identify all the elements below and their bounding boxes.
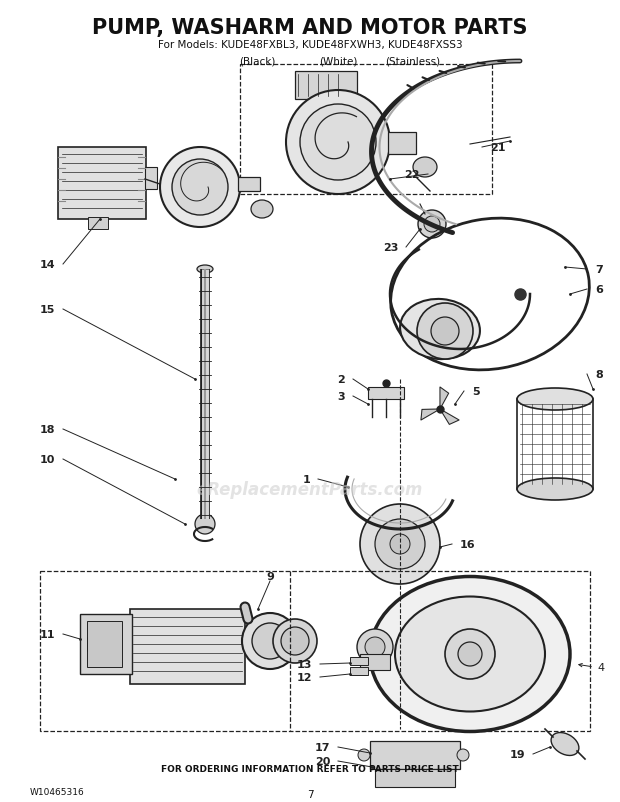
- Ellipse shape: [197, 265, 213, 273]
- Text: 14: 14: [40, 260, 55, 269]
- Polygon shape: [421, 410, 440, 420]
- Ellipse shape: [395, 597, 545, 711]
- Text: 20: 20: [314, 756, 330, 766]
- Text: 23: 23: [383, 243, 398, 253]
- Bar: [388, 133, 416, 155]
- Text: FOR ORDERING INFORMATION REFER TO PARTS PRICE LIST: FOR ORDERING INFORMATION REFER TO PARTS …: [161, 764, 459, 773]
- Circle shape: [273, 619, 317, 663]
- Circle shape: [281, 627, 309, 655]
- Ellipse shape: [413, 158, 437, 178]
- Text: 10: 10: [40, 455, 55, 464]
- Text: 22: 22: [404, 170, 420, 180]
- Bar: [80, 614, 132, 674]
- Text: For Models: KUDE48FXBL3, KUDE48FXWH3, KUDE48FXSS3: For Models: KUDE48FXBL3, KUDE48FXWH3, KU…: [157, 40, 463, 50]
- FancyBboxPatch shape: [130, 610, 245, 684]
- Text: 9: 9: [266, 571, 274, 581]
- Text: 11: 11: [40, 630, 55, 639]
- Bar: [145, 168, 157, 190]
- Circle shape: [390, 534, 410, 554]
- Circle shape: [300, 105, 376, 180]
- Bar: [350, 657, 368, 665]
- Bar: [88, 217, 108, 229]
- Text: 2: 2: [337, 375, 345, 384]
- Bar: [295, 72, 357, 100]
- Circle shape: [445, 630, 495, 679]
- Ellipse shape: [517, 388, 593, 411]
- Circle shape: [360, 504, 440, 585]
- Bar: [360, 654, 390, 670]
- Text: 7: 7: [595, 265, 603, 274]
- Text: 3: 3: [337, 391, 345, 402]
- Polygon shape: [440, 410, 459, 425]
- Circle shape: [242, 614, 298, 669]
- Circle shape: [418, 211, 446, 239]
- Text: (Black): (Black): [239, 56, 275, 66]
- FancyBboxPatch shape: [58, 148, 146, 220]
- Circle shape: [358, 749, 370, 761]
- Bar: [238, 178, 260, 192]
- Ellipse shape: [400, 299, 480, 359]
- Circle shape: [252, 623, 288, 659]
- Text: W10465316: W10465316: [30, 787, 85, 796]
- Text: 6: 6: [595, 285, 603, 294]
- Bar: [40, 571, 590, 731]
- Text: (White): (White): [319, 56, 357, 66]
- Bar: [350, 667, 368, 675]
- Ellipse shape: [551, 733, 579, 755]
- Text: PUMP, WASHARM AND MOTOR PARTS: PUMP, WASHARM AND MOTOR PARTS: [92, 18, 528, 38]
- Circle shape: [365, 638, 385, 657]
- Polygon shape: [440, 387, 449, 410]
- Bar: [240, 65, 492, 195]
- Circle shape: [375, 520, 425, 569]
- Ellipse shape: [370, 577, 570, 731]
- Bar: [370, 741, 460, 769]
- Ellipse shape: [251, 200, 273, 219]
- Circle shape: [195, 514, 215, 534]
- Text: 13: 13: [296, 659, 312, 669]
- Text: 21: 21: [490, 143, 505, 153]
- Text: 15: 15: [40, 305, 55, 314]
- Text: 1: 1: [303, 475, 310, 484]
- Circle shape: [431, 318, 459, 346]
- Text: 16: 16: [460, 539, 476, 549]
- Circle shape: [457, 749, 469, 761]
- Text: 5: 5: [472, 387, 480, 396]
- Ellipse shape: [517, 479, 593, 500]
- Circle shape: [417, 304, 473, 359]
- Bar: [87, 622, 122, 667]
- Circle shape: [458, 642, 482, 666]
- Text: eReplacementParts.com: eReplacementParts.com: [197, 480, 423, 498]
- Text: 17: 17: [314, 742, 330, 752]
- Circle shape: [160, 148, 240, 228]
- Circle shape: [357, 630, 393, 665]
- Circle shape: [172, 160, 228, 216]
- Circle shape: [286, 91, 390, 195]
- Text: 8: 8: [595, 370, 603, 379]
- Text: 7: 7: [307, 789, 313, 799]
- Bar: [375, 769, 455, 787]
- Bar: [368, 387, 404, 399]
- Text: (Stainless): (Stainless): [385, 56, 440, 66]
- Text: 18: 18: [40, 424, 55, 435]
- Text: 12: 12: [296, 672, 312, 683]
- Circle shape: [424, 217, 440, 233]
- Text: 4: 4: [597, 662, 604, 672]
- Text: 19: 19: [510, 749, 525, 759]
